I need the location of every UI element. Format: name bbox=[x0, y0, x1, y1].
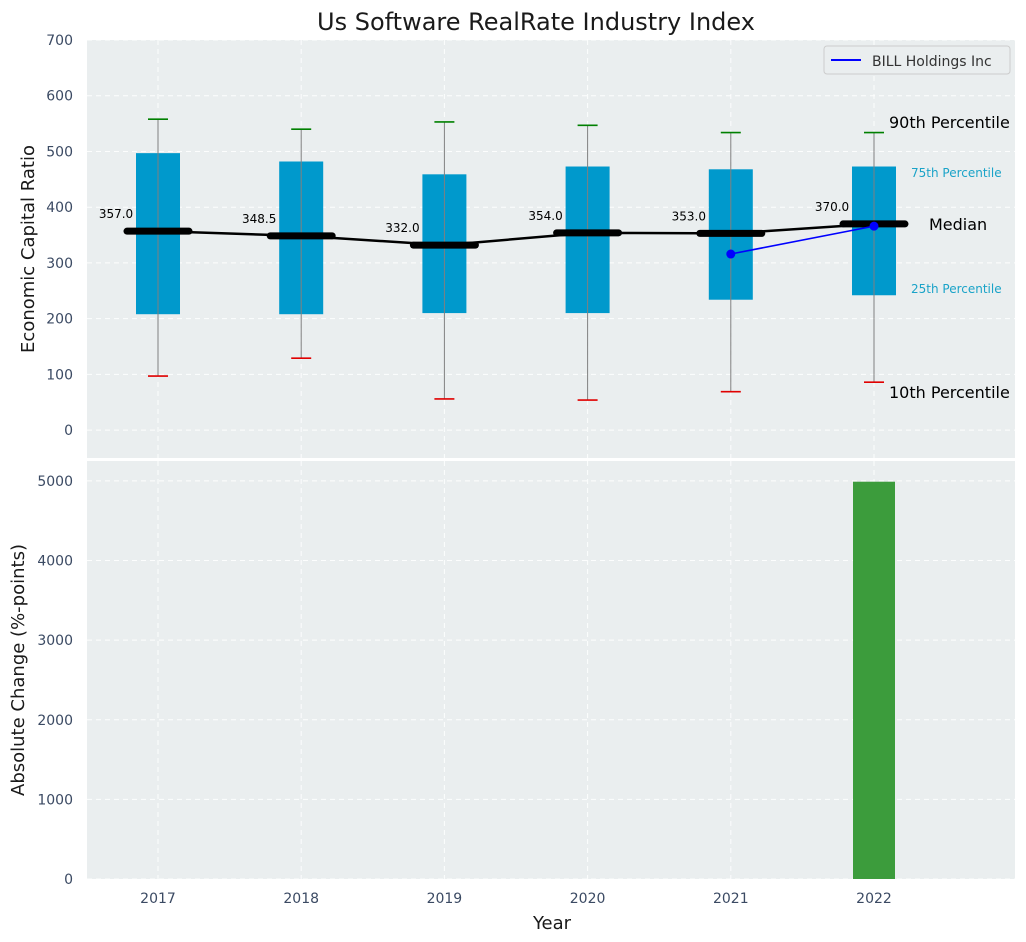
legend-box bbox=[823, 45, 1011, 75]
chart-title: Us Software RealRate Industry Index bbox=[317, 8, 755, 36]
x-tick-label-2020: 2020 bbox=[570, 891, 606, 907]
legend: BILL Holdings Inc bbox=[823, 45, 1011, 75]
median-trend-line bbox=[157, 222, 875, 247]
box-plot-group: 357.0 348.5 332.0 354.0 353.0 370.0 bbox=[99, 118, 909, 401]
bottom-y-tick-label: 0 bbox=[64, 872, 73, 888]
top-y-tick-label: 500 bbox=[46, 144, 73, 160]
median-value-label-2021: 353.0 bbox=[672, 209, 706, 223]
top-y-tick-label: 0 bbox=[64, 423, 73, 439]
bar-2022 bbox=[853, 481, 895, 879]
x-axis-label: Year bbox=[532, 913, 572, 934]
bottom-y-tick-label: 3000 bbox=[37, 633, 73, 649]
p10-annotation: 10th Percentile bbox=[889, 383, 1010, 402]
x-axis-ticks: 2017 2018 2019 2020 2021 2022 bbox=[140, 891, 892, 907]
top-y-tick-label: 300 bbox=[46, 256, 73, 272]
x-tick-label-2018: 2018 bbox=[283, 891, 319, 907]
top-y-tick-label: 700 bbox=[46, 33, 73, 49]
x-tick-label-2017: 2017 bbox=[140, 891, 176, 907]
legend-label-bill: BILL Holdings Inc bbox=[872, 54, 992, 70]
bottom-y-tick-label: 4000 bbox=[37, 554, 73, 570]
bar-group bbox=[853, 481, 895, 879]
p25-annotation: 25th Percentile bbox=[911, 282, 1002, 296]
company-series-point-2022 bbox=[869, 221, 879, 231]
company-series-line bbox=[730, 225, 875, 255]
bottom-grid bbox=[87, 461, 1015, 880]
median-value-label-2019: 332.0 bbox=[385, 221, 419, 235]
median-value-label-2018: 348.5 bbox=[242, 212, 276, 226]
top-y-tick-label: 200 bbox=[46, 312, 73, 328]
x-tick-label-2019: 2019 bbox=[427, 891, 463, 907]
median-annotation: Median bbox=[929, 215, 987, 234]
x-tick-label-2021: 2021 bbox=[713, 891, 749, 907]
median-value-label-2017: 357.0 bbox=[99, 207, 133, 221]
top-y-axis-ticks: 0 100 200 300 400 500 600 700 bbox=[46, 33, 73, 439]
p75-annotation: 75th Percentile bbox=[911, 166, 1002, 180]
company-series-point-2021 bbox=[726, 249, 736, 259]
top-y-tick-label: 400 bbox=[46, 200, 73, 216]
bottom-y-axis-label: Absolute Change (%-points) bbox=[8, 544, 29, 796]
p90-annotation: 90th Percentile bbox=[889, 113, 1010, 132]
bottom-y-tick-label: 5000 bbox=[37, 474, 73, 490]
bottom-y-tick-label: 2000 bbox=[37, 713, 73, 729]
x-tick-label-2022: 2022 bbox=[856, 891, 892, 907]
top-y-tick-label: 600 bbox=[46, 89, 73, 105]
bottom-y-tick-label: 1000 bbox=[37, 792, 73, 808]
median-value-label-2020: 354.0 bbox=[528, 209, 562, 223]
top-y-axis-label: Economic Capital Ratio bbox=[18, 145, 39, 353]
top-y-tick-label: 100 bbox=[46, 367, 73, 383]
median-value-label-2022: 370.0 bbox=[815, 200, 849, 214]
bottom-y-axis-ticks: 0 1000 2000 3000 4000 5000 bbox=[37, 474, 73, 888]
